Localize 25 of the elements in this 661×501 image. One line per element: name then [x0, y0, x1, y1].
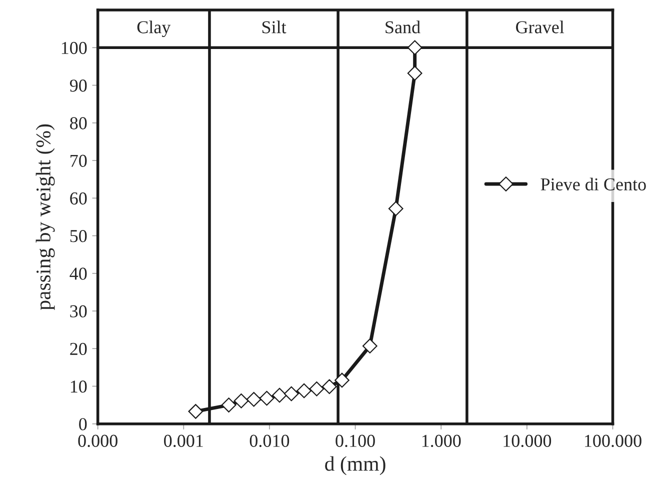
legend-label: Pieve di Cento [540, 178, 646, 190]
y-tick-label: 60 [70, 192, 87, 205]
y-tick-label: 80 [70, 117, 87, 130]
x-tick-label: 0.001 [164, 434, 203, 448]
x-tick-label: 10.000 [504, 434, 552, 448]
x-tick-label: 0.010 [250, 434, 290, 448]
x-tick-label: 0.100 [336, 434, 375, 448]
x-axis-title: d (mm) [325, 456, 386, 476]
y-tick-label: 90 [70, 80, 87, 92]
annotation: Silt [262, 20, 286, 34]
annotation: Sand [386, 20, 420, 34]
y-tick-label: 10 [70, 380, 87, 393]
annotation: Gravel [516, 20, 564, 34]
y-tick-label: 20 [70, 342, 87, 356]
x-tick-label: 100.000 [584, 434, 642, 448]
annotation: Clay [137, 20, 171, 38]
y-axis-title: passing by weight (%) [36, 124, 55, 310]
x-tick-label: 0.000 [78, 434, 118, 448]
y-tick-label: 40 [70, 268, 87, 280]
y-tick-label: 70 [70, 154, 87, 167]
y-tick-label: 100 [62, 42, 87, 54]
y-tick-label: 50 [70, 230, 87, 242]
y-tick-label: 0 [79, 418, 87, 430]
y-tick-label: 30 [70, 305, 87, 318]
x-tick-label: 1.000 [422, 434, 461, 448]
